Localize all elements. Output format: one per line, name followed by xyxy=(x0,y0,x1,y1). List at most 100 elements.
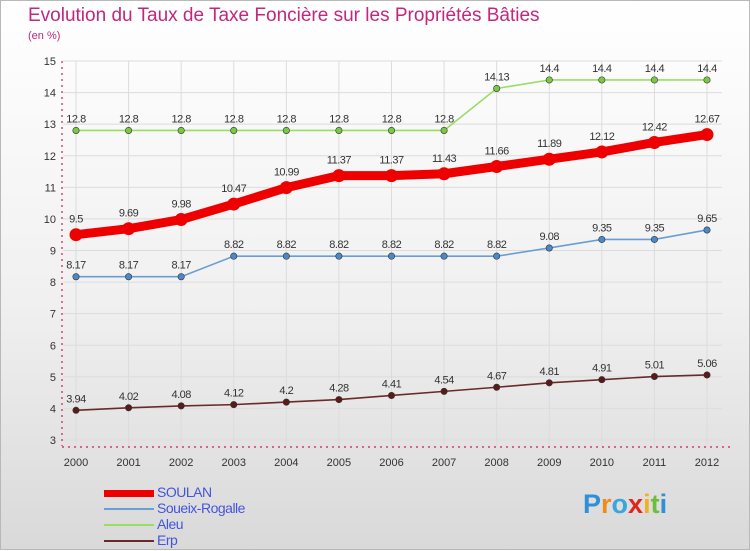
data-label: 11.66 xyxy=(485,145,510,157)
data-label-layer: 12.8 12.8 12.8 12.8 12.8 12.8 12.8 12.8 14.13 14.… xyxy=(66,63,720,405)
data-label: 3.94 xyxy=(66,393,86,405)
data-point xyxy=(332,169,346,183)
x-tick-label: 2003 xyxy=(222,457,246,469)
data-point xyxy=(703,76,711,84)
series-soulan xyxy=(69,128,714,242)
data-label: 4.54 xyxy=(434,374,454,386)
data-point xyxy=(335,396,343,404)
data-point xyxy=(700,128,714,142)
data-point xyxy=(493,84,501,92)
data-label: 8.82 xyxy=(277,239,297,251)
data-point xyxy=(440,126,448,134)
legend-label: Aleu xyxy=(157,516,184,532)
data-label: 4.67 xyxy=(487,370,507,382)
data-point xyxy=(647,135,661,149)
data-label: 14.4 xyxy=(540,63,560,75)
data-point xyxy=(595,145,609,159)
data-point xyxy=(72,273,80,281)
data-label: 4.02 xyxy=(119,391,139,403)
data-point xyxy=(282,126,290,134)
data-point xyxy=(177,402,185,410)
data-label: 8.17 xyxy=(119,260,139,272)
series-aleu xyxy=(72,76,711,134)
data-point xyxy=(437,167,451,181)
data-label: 12.8 xyxy=(277,113,297,125)
y-tick-label: 8 xyxy=(50,277,56,289)
data-point xyxy=(542,152,556,166)
x-tick-label: 2000 xyxy=(64,457,88,469)
data-point xyxy=(703,226,711,234)
data-point xyxy=(227,197,241,211)
data-label: 10.99 xyxy=(274,167,299,179)
data-point xyxy=(493,252,501,260)
data-point xyxy=(490,159,504,173)
data-point xyxy=(545,379,553,387)
x-tick-label: 2001 xyxy=(116,457,140,469)
data-point xyxy=(125,126,133,134)
data-label: 12.8 xyxy=(66,113,86,125)
data-point xyxy=(440,387,448,395)
legend-swatch xyxy=(104,508,154,510)
data-label: 14.13 xyxy=(484,71,509,83)
chart-title: Evolution du Taux de Taxe Foncière sur l… xyxy=(28,5,540,26)
data-label: 8.82 xyxy=(487,239,507,251)
x-tick-label: 2005 xyxy=(327,457,351,469)
data-label: 9.35 xyxy=(592,222,612,234)
y-tick-label: 3 xyxy=(50,435,56,447)
x-tick-label: 2004 xyxy=(274,457,298,469)
x-tick-label: 2008 xyxy=(484,457,508,469)
data-label: 4.91 xyxy=(592,363,612,375)
data-label: 8.17 xyxy=(66,260,86,272)
legend-label: Erp xyxy=(157,532,178,548)
logo-letter: r xyxy=(601,489,612,519)
data-label: 12.8 xyxy=(224,113,244,125)
data-label: 9.08 xyxy=(540,231,560,243)
data-label: 12.8 xyxy=(119,113,139,125)
series-layer xyxy=(69,76,714,414)
data-label: 8.82 xyxy=(434,239,454,251)
data-point xyxy=(545,244,553,252)
data-label: 9.65 xyxy=(697,213,717,225)
y-tick-label: 11 xyxy=(45,182,56,194)
x-tick-label: 2012 xyxy=(695,457,719,469)
logo-letter: P xyxy=(583,489,602,519)
legend-swatch xyxy=(104,524,154,526)
legend-swatch xyxy=(104,540,154,542)
data-point xyxy=(598,376,606,384)
data-point xyxy=(335,252,343,260)
data-point xyxy=(69,228,83,242)
series-soueix-rogalle xyxy=(72,226,711,281)
data-label: 4.41 xyxy=(382,378,402,390)
data-label: 8.82 xyxy=(382,239,402,251)
data-label: 11.89 xyxy=(537,138,562,150)
data-label: 8.82 xyxy=(329,239,349,251)
data-point xyxy=(282,252,290,260)
data-label: 11.37 xyxy=(327,155,352,167)
data-label: 9.69 xyxy=(119,208,139,220)
y-tick-label: 12 xyxy=(44,151,56,163)
data-point xyxy=(125,273,133,281)
y-tick-label: 4 xyxy=(50,403,56,415)
data-point xyxy=(598,76,606,84)
data-label: 12.8 xyxy=(382,113,402,125)
data-label: 4.2 xyxy=(279,385,293,397)
y-tick-label: 14 xyxy=(44,88,56,100)
data-label: 11.37 xyxy=(379,155,404,167)
data-point xyxy=(122,222,136,236)
data-point xyxy=(335,126,343,134)
data-point xyxy=(650,373,658,381)
data-point xyxy=(282,398,290,406)
x-tick-label: 2009 xyxy=(537,457,561,469)
data-point xyxy=(598,235,606,243)
data-point xyxy=(385,169,398,183)
data-point xyxy=(177,273,185,281)
data-label: 12.8 xyxy=(171,113,191,125)
logo-letter: t xyxy=(650,489,660,519)
data-label: 12.67 xyxy=(694,114,719,126)
data-label: 12.12 xyxy=(589,131,614,143)
data-label: 5.06 xyxy=(697,358,717,370)
y-unit-label: (en %) xyxy=(28,30,61,42)
data-point xyxy=(650,76,658,84)
data-point xyxy=(230,252,238,260)
x-tick-label: 2002 xyxy=(169,457,193,469)
